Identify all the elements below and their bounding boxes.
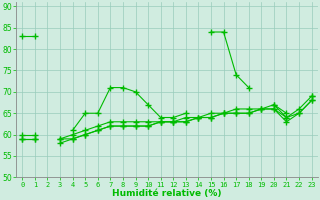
X-axis label: Humidité relative (%): Humidité relative (%) [112,189,222,198]
